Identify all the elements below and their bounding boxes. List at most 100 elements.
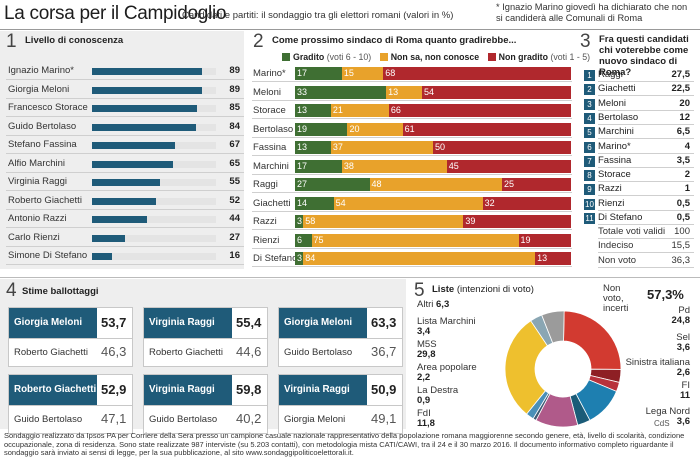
extra-value: 36,3 xyxy=(671,254,691,266)
list-label: Lista Marchini 3,4 xyxy=(417,317,476,337)
runoff-loser-name: Guido Bertolaso xyxy=(149,414,218,425)
runoff-box: Giorgia Meloni 53,7 Roberto Giachetti 46,3 xyxy=(8,307,133,367)
vote-row: 7 Fassina 3,5 xyxy=(582,155,694,168)
section-5-title-text: Liste xyxy=(432,284,455,295)
row-divider xyxy=(598,238,694,239)
row-divider xyxy=(598,224,694,225)
row-divider xyxy=(252,173,572,175)
row-divider xyxy=(598,252,694,254)
row-divider xyxy=(598,195,694,197)
candidate-name: Marchini xyxy=(253,160,289,172)
candidate-name: Giachetti xyxy=(598,83,636,95)
vote-extra-row: Totale voti validi 100 xyxy=(582,226,694,239)
runoff-winner-value: 50,9 xyxy=(371,382,397,397)
extra-value: 15,5 xyxy=(671,240,691,252)
segment-non-gradito: 45 xyxy=(446,159,571,173)
row-divider xyxy=(598,181,694,183)
approval-stacked-bar: 27 48 25 xyxy=(295,178,571,191)
candidate-name: Giorgia Meloni xyxy=(8,83,70,95)
divider xyxy=(279,405,402,406)
candidate-name: Alfio Marchini xyxy=(8,157,66,169)
row-divider xyxy=(6,171,244,173)
knowledge-bar xyxy=(92,68,203,75)
candidate-name: Raggi xyxy=(598,69,623,80)
list-name: M5S xyxy=(417,339,437,350)
vote-value: 22,5 xyxy=(671,83,691,95)
list-name: Lega Nord xyxy=(645,406,690,417)
knowledge-bar-track xyxy=(92,216,216,223)
segment-gradito: 17 xyxy=(295,159,342,173)
candidate-name: Razzi xyxy=(598,183,622,195)
segment-gradito: 17 xyxy=(295,67,342,80)
knowledge-value: 67 xyxy=(229,139,240,150)
vote-extra-row: Non voto 36,3 xyxy=(582,255,694,268)
runoff-winner-name: Giorgia Meloni xyxy=(279,308,367,338)
section-5-title: Liste (intenzioni di voto) xyxy=(432,284,534,295)
vote-value: 3,5 xyxy=(676,154,690,166)
list-value: 29,8 xyxy=(417,349,436,360)
vote-extra-row: Indeciso 15,5 xyxy=(582,240,694,254)
row-divider xyxy=(6,134,244,136)
segment-gradito: 27 xyxy=(295,178,370,191)
knowledge-row: Roberto Giachetti 52 xyxy=(4,193,244,210)
runoff-loser-name: Guido Bertolaso xyxy=(14,414,83,425)
row-divider xyxy=(6,153,244,154)
knowledge-bar xyxy=(92,253,112,260)
knowledge-value: 89 xyxy=(229,65,240,76)
extra-label: Non voto xyxy=(598,254,637,266)
candidate-name: Di Stefano xyxy=(253,253,298,264)
knowledge-row: Guido Bertolaso 84 xyxy=(4,119,244,136)
candidate-name: Virginia Raggi xyxy=(8,176,67,187)
divider xyxy=(9,338,132,339)
knowledge-bar-track xyxy=(92,123,216,131)
runoff-winner-value: 55,4 xyxy=(236,315,262,330)
row-divider xyxy=(6,245,244,247)
credit: CdS xyxy=(654,419,670,428)
list-name: Area popolare xyxy=(417,362,477,373)
candidate-name: Marino* xyxy=(253,68,286,79)
list-value: 0,9 xyxy=(417,395,431,406)
segment-non-gradito: 61 xyxy=(402,122,571,136)
row-divider xyxy=(252,99,572,101)
list-label: La Destra 0,9 xyxy=(417,386,458,406)
candidate-name: Rienzi xyxy=(598,197,625,209)
row-divider xyxy=(252,118,572,119)
runoff-winner-name: Giorgia Meloni xyxy=(9,308,97,338)
knowledge-row: Alfio Marchini 65 xyxy=(4,156,244,173)
segment-non-gradito: 39 xyxy=(463,215,571,228)
vote-value: 12 xyxy=(679,111,690,123)
divider xyxy=(144,338,267,339)
row-divider xyxy=(252,155,572,156)
section-4-number: 4 xyxy=(6,280,17,301)
knowledge-value: 52 xyxy=(229,194,240,206)
donut-slice-m5s xyxy=(504,320,548,415)
list-value: 11 xyxy=(679,390,690,401)
page-subtitle: Candidati e partiti: il sondaggio tra gl… xyxy=(182,10,454,21)
knowledge-value: 85 xyxy=(229,102,240,113)
candidate-name: Fassina xyxy=(253,142,287,153)
runoff-winner-value: 59,8 xyxy=(236,382,262,397)
row-divider xyxy=(6,227,244,228)
approval-row: Storace 13 21 66 xyxy=(250,101,572,119)
segment-non-sa: 58 xyxy=(303,215,464,228)
knowledge-bar-track xyxy=(92,160,216,168)
approval-stacked-bar: 33 13 54 xyxy=(295,85,571,99)
candidate-name: Meloni xyxy=(253,86,281,98)
list-value: 2,6 xyxy=(676,367,690,378)
runoff-winner-name: Virginia Raggi xyxy=(279,375,367,405)
divider xyxy=(279,338,402,339)
section-1-number: 1 xyxy=(6,31,17,52)
candidate-name: Storace xyxy=(598,169,631,181)
list-label: FI 11 xyxy=(680,381,690,401)
rank-badge: 4 xyxy=(584,112,595,124)
candidate-name: Fassina xyxy=(598,154,632,166)
runoff-loser-name: Roberto Giachetti xyxy=(14,347,88,358)
knowledge-value: 65 xyxy=(229,157,240,169)
approval-row: Fassina 13 37 50 xyxy=(250,138,572,156)
legend-label: Non gradito xyxy=(498,52,548,62)
vote-row: 9 Razzi 1 xyxy=(582,183,694,197)
segment-non-gradito: 19 xyxy=(518,233,571,247)
candidate-name: Di Stefano xyxy=(598,212,643,223)
candidate-name: Rienzi xyxy=(253,234,280,246)
rank-badge: 7 xyxy=(584,155,595,167)
